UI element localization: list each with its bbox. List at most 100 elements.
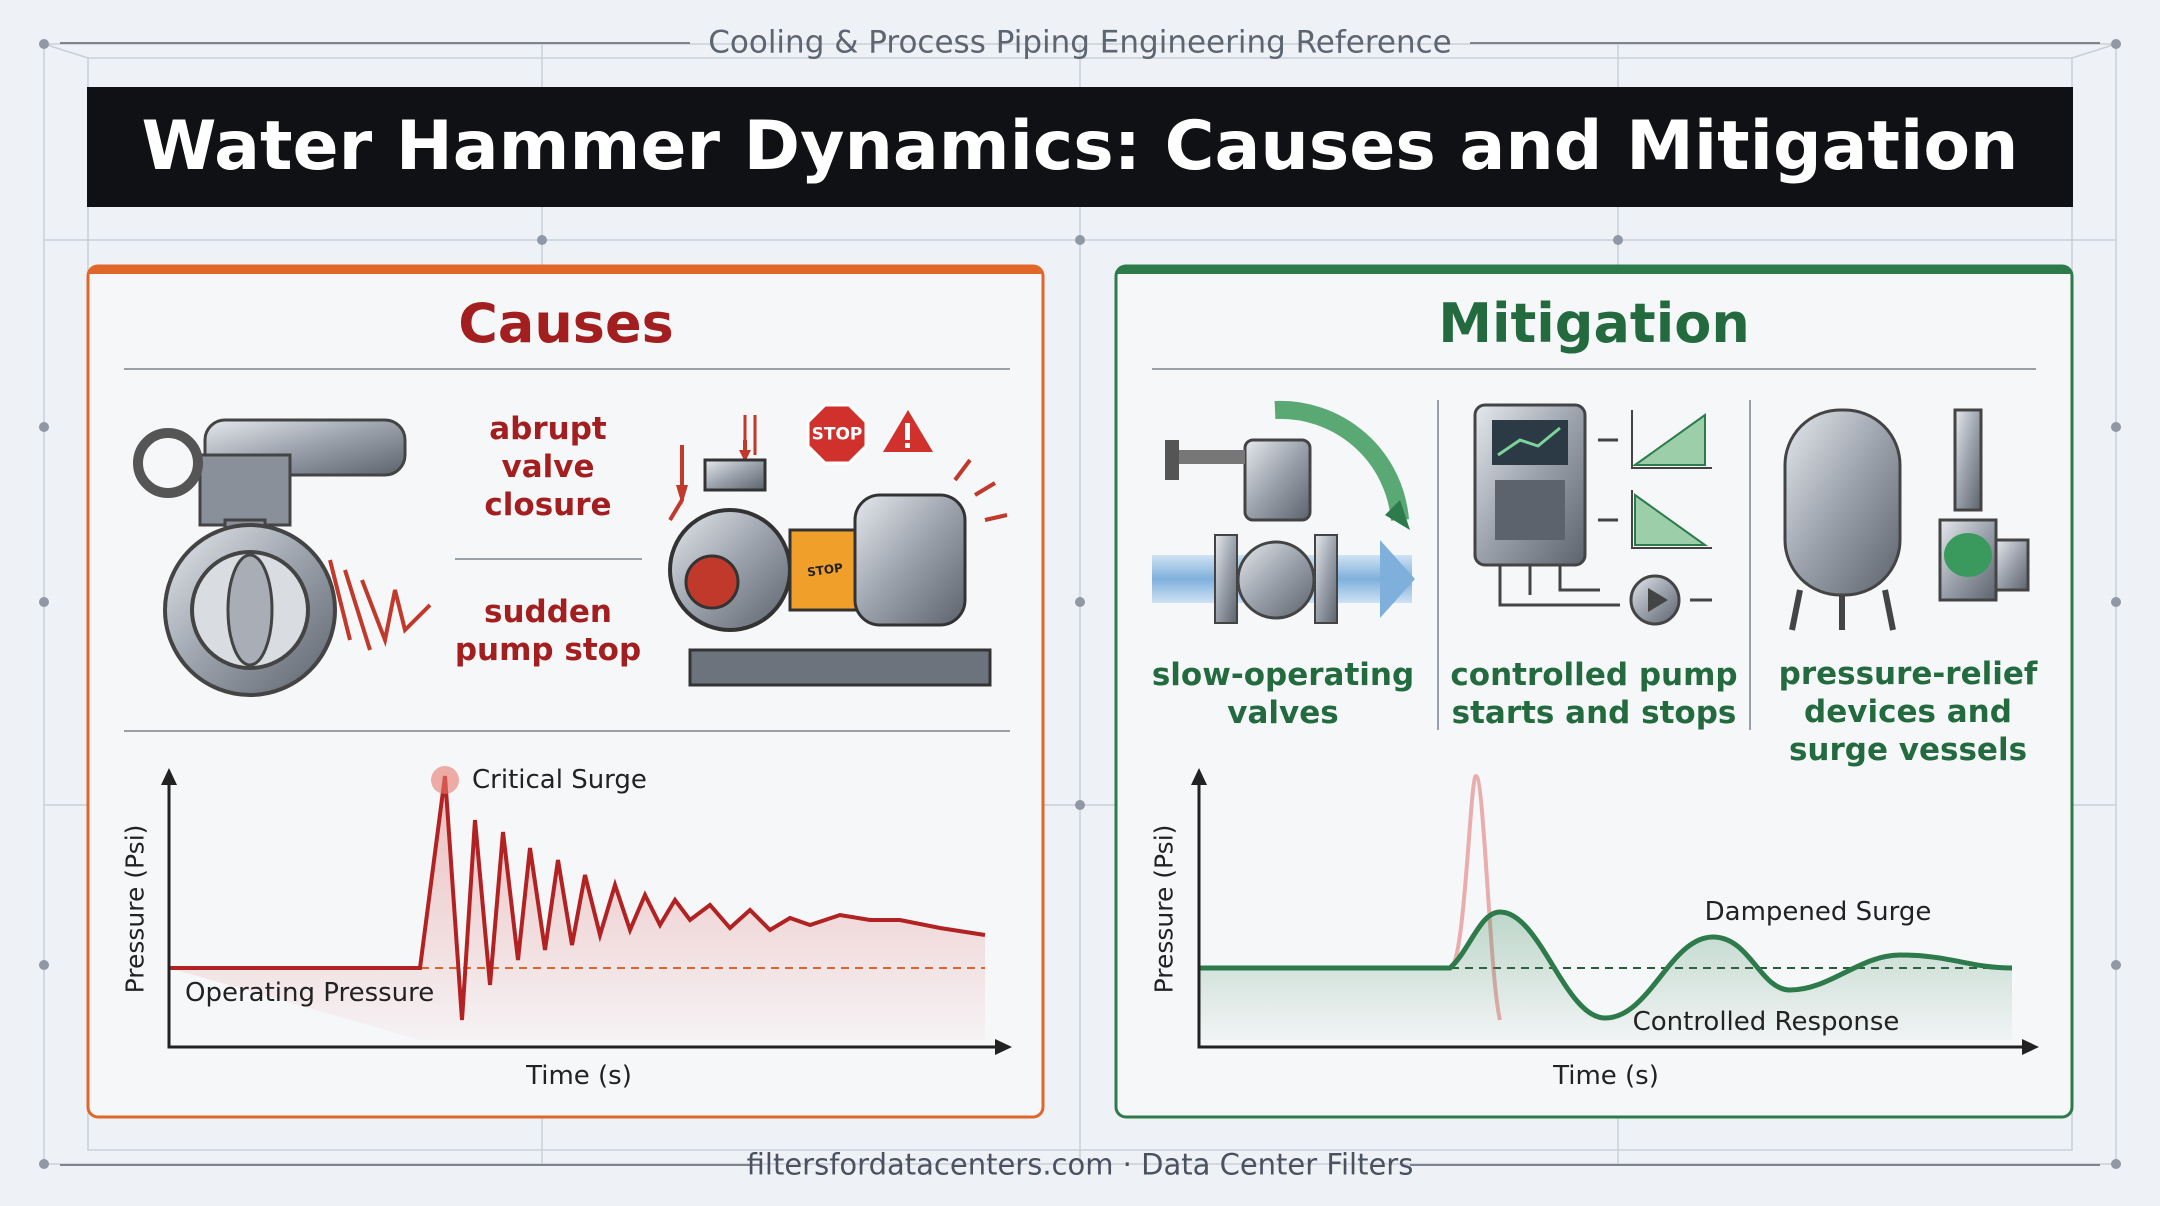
slow-valve-icon-part xyxy=(1385,500,1410,530)
butterfly-valve-icon-part xyxy=(328,559,432,651)
pump-icon-part xyxy=(703,458,767,492)
grid-dots-part xyxy=(2111,422,2121,432)
causes-chart-part xyxy=(167,771,1005,1049)
pump-icon-part xyxy=(676,450,751,505)
header-rules xyxy=(60,42,2100,1166)
mitigation-label: slow-operating valves xyxy=(1152,656,1414,732)
label-line: devices and xyxy=(1804,694,2012,730)
causes-chart xyxy=(161,766,1012,1055)
mitigation-chart xyxy=(1191,768,2039,1055)
mitigation-title: Mitigation xyxy=(1438,292,1750,355)
slow-valve-icon xyxy=(1152,400,1415,624)
pump-controller-icon-part xyxy=(1497,426,1561,457)
cause-label: abrupt valve closure xyxy=(484,410,611,524)
surge-vessel-icon-part xyxy=(1953,408,1983,512)
grid-dots-part xyxy=(2111,597,2121,607)
mitigation-panel-part xyxy=(1116,266,2072,276)
butterfly-valve-icon-part xyxy=(133,428,203,498)
x-axis-label: Time (s) xyxy=(1553,1061,1659,1091)
mitigation-label: pressure-relief devices and surge vessels xyxy=(1779,655,2038,769)
grid-dots-part xyxy=(1075,800,1085,810)
slow-valve-icon-part xyxy=(1274,400,1409,521)
mitigation-chart-part xyxy=(1199,912,2012,1040)
blueprint-grid-part xyxy=(2071,43,2117,59)
slow-valve-icon-part xyxy=(1236,540,1316,620)
butterfly-valve-icon xyxy=(133,418,432,697)
grid-dots-part xyxy=(39,422,49,432)
subtitle: Cooling & Process Piping Engineering Ref… xyxy=(708,24,1452,61)
slow-valve-icon-part xyxy=(1175,450,1245,464)
grid-dots-part xyxy=(2111,39,2121,49)
cause-label: sudden pump stop xyxy=(455,593,641,669)
pump-icon-part xyxy=(853,493,967,627)
causes-chart-part xyxy=(169,776,985,1040)
pump-icon-part xyxy=(743,415,757,455)
label-line: sudden xyxy=(484,594,612,630)
surge-vessel-icon-part xyxy=(1783,408,1902,597)
grid-dots-part xyxy=(39,1159,49,1169)
butterfly-valve-icon-part xyxy=(198,453,292,527)
stop-sign-text: STOP xyxy=(811,424,863,445)
pump-icon-part xyxy=(905,443,910,448)
y-axis-label: Pressure (Psi) xyxy=(120,824,150,994)
label-line: controlled pump xyxy=(1450,657,1738,693)
pump-icon-part xyxy=(905,423,910,440)
butterfly-valve-icon-part xyxy=(226,553,274,667)
title-bar xyxy=(87,87,2073,207)
pump-icon-part xyxy=(684,554,740,610)
annotation: Critical Surge xyxy=(472,765,647,795)
mitigation-chart-part xyxy=(1199,909,2013,1021)
causes-panel-part xyxy=(88,266,1043,276)
pump-icon xyxy=(668,403,1008,687)
pump-icon-part xyxy=(953,458,1008,522)
label-line: valve xyxy=(501,449,595,485)
title: Water Hammer Dynamics: Causes and Mitiga… xyxy=(141,107,2019,186)
pump-icon-part xyxy=(688,648,992,687)
blueprint-grid-part xyxy=(43,43,89,59)
grid-dots-part xyxy=(39,39,49,49)
slow-valve-icon-part xyxy=(1214,534,1238,624)
annotation: Dampened Surge xyxy=(1704,897,1932,927)
grid-dots-part xyxy=(2111,960,2121,970)
footer: filtersfordatacenters.com · Data Center … xyxy=(746,1147,1414,1182)
slow-valve-icon-part xyxy=(1243,438,1312,522)
annotation: Operating Pressure xyxy=(185,978,435,1008)
causes-panel xyxy=(86,264,1045,1119)
pump-controller-icon-part xyxy=(1598,438,1712,602)
label-line: starts and stops xyxy=(1451,695,1737,731)
pump-controller-icon-part xyxy=(1631,413,1706,466)
causes-chart-part xyxy=(169,775,986,1021)
slow-valve-icon-part xyxy=(1165,440,1179,480)
x-axis-label: Time (s) xyxy=(526,1061,632,1091)
surge-vessel-icon xyxy=(1783,408,2030,631)
grid-dots-part xyxy=(39,960,49,970)
surge-vessel-icon-part xyxy=(1944,533,1992,577)
mitigation-chart-part xyxy=(1197,771,2030,1049)
label-line: pump stop xyxy=(454,632,642,668)
pump-controller-icon xyxy=(1473,403,1712,626)
grid-dots-part xyxy=(1075,597,1085,607)
label-line: surge vessels xyxy=(1788,732,2028,768)
slow-valve-icon-part xyxy=(1380,540,1415,618)
grid-dots-part xyxy=(1613,235,1623,245)
pump-controller-icon-part xyxy=(1631,410,1712,549)
label-line: pressure-relief xyxy=(1778,656,2038,692)
slow-valve-icon-part xyxy=(1314,534,1338,624)
causes-title: Causes xyxy=(458,292,674,355)
surge-vessel-icon-part xyxy=(1789,589,1896,631)
pump-controller-icon-part xyxy=(1634,493,1709,546)
pump-controller-icon-part xyxy=(1648,588,1668,612)
annotation: Controlled Response xyxy=(1632,1007,1900,1037)
label-line: closure xyxy=(484,487,612,523)
causes-chart-part xyxy=(431,766,459,794)
grid-dots-part xyxy=(537,235,547,245)
grid-dots-part xyxy=(1075,235,1085,245)
pump-controller-icon-part xyxy=(1498,565,1620,607)
surge-vessel-icon-part xyxy=(1994,538,2030,592)
grid-dots xyxy=(39,39,2121,1169)
pump-controller-icon-part xyxy=(1495,480,1565,540)
pump-icon-part xyxy=(788,528,862,612)
